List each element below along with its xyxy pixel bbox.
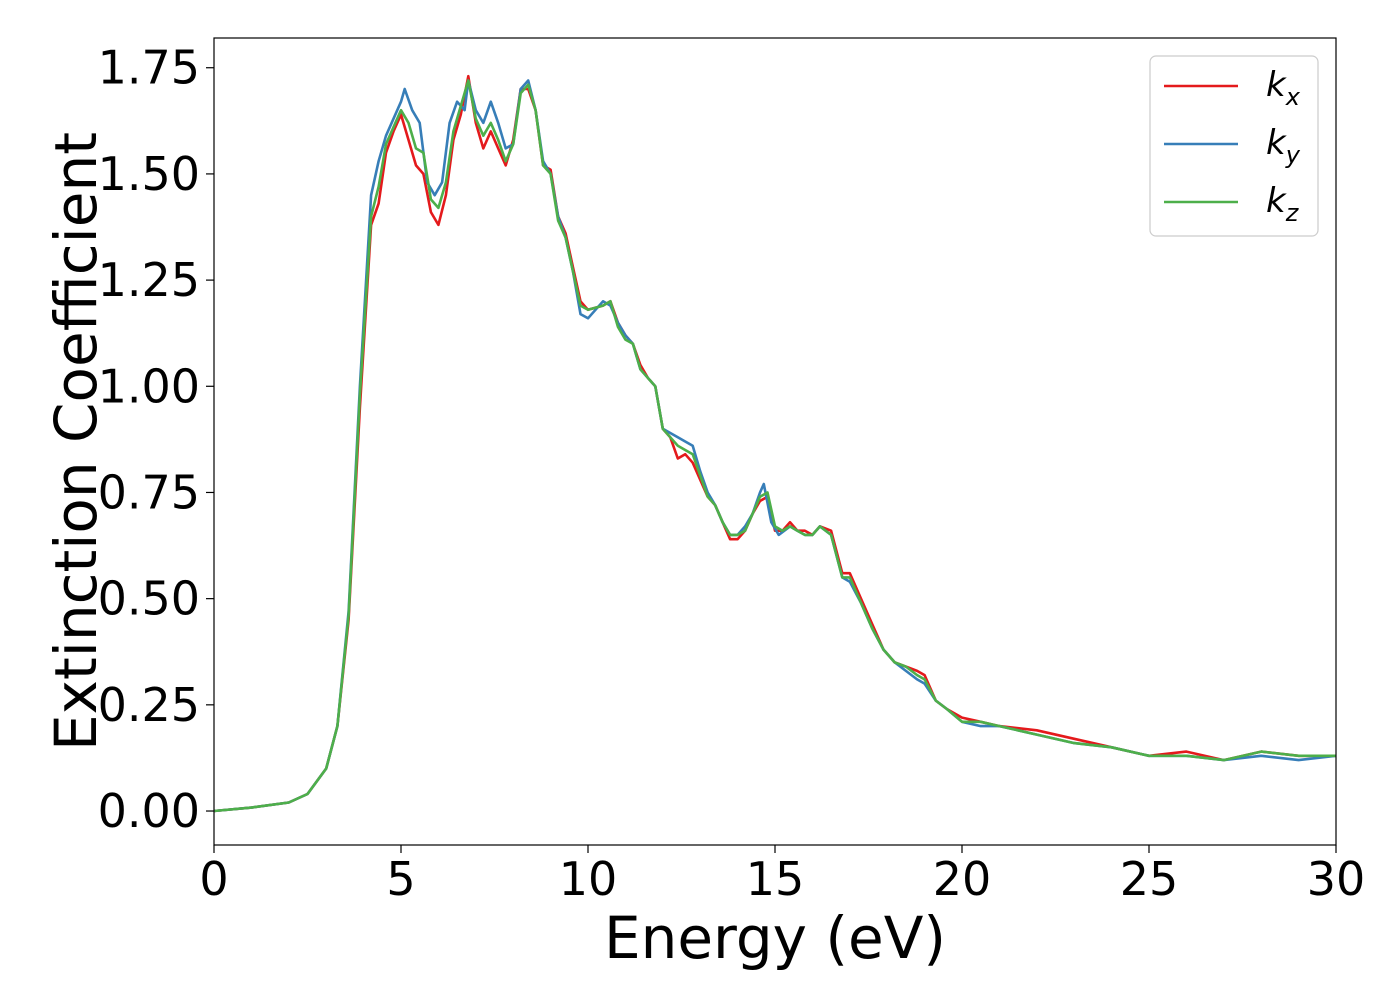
- y-tick-label: 0.00: [98, 784, 200, 838]
- plot-lines: [214, 74, 1336, 813]
- legend-label: kz: [1266, 181, 1300, 227]
- x-tick-label: 0: [199, 852, 228, 906]
- x-tick-label: 5: [386, 852, 415, 906]
- y-tick-label: 1.00: [98, 359, 200, 413]
- x-axis-ticks: 0 5 10 15 20 25 30: [199, 845, 1365, 906]
- x-tick-label: 10: [559, 852, 618, 906]
- y-tick-label: 0.25: [98, 678, 200, 732]
- x-tick-label: 15: [746, 852, 805, 906]
- y-tick-label: 1.50: [98, 147, 200, 201]
- y-tick-label: 0.50: [98, 572, 200, 626]
- x-axis-label: Energy (eV): [604, 904, 946, 972]
- y-axis-ticks: 0.00 0.25 0.50 0.75 1.00 1.25 1.50 1.75: [98, 41, 214, 838]
- y-tick-label: 1.25: [98, 253, 200, 307]
- legend-box: [1149, 55, 1319, 237]
- y-axis-label: Extinction Coefficient: [42, 132, 110, 751]
- legend-label: kx: [1266, 65, 1301, 111]
- legend-label: ky: [1266, 123, 1301, 169]
- y-tick-label: 0.75: [98, 465, 200, 519]
- series-line-k-z: [214, 79, 1336, 813]
- legend: kx ky kz: [1149, 55, 1319, 237]
- x-tick-label: 25: [1120, 852, 1179, 906]
- y-tick-label: 1.75: [98, 41, 200, 95]
- x-tick-label: 20: [933, 852, 992, 906]
- x-tick-label: 30: [1307, 852, 1366, 906]
